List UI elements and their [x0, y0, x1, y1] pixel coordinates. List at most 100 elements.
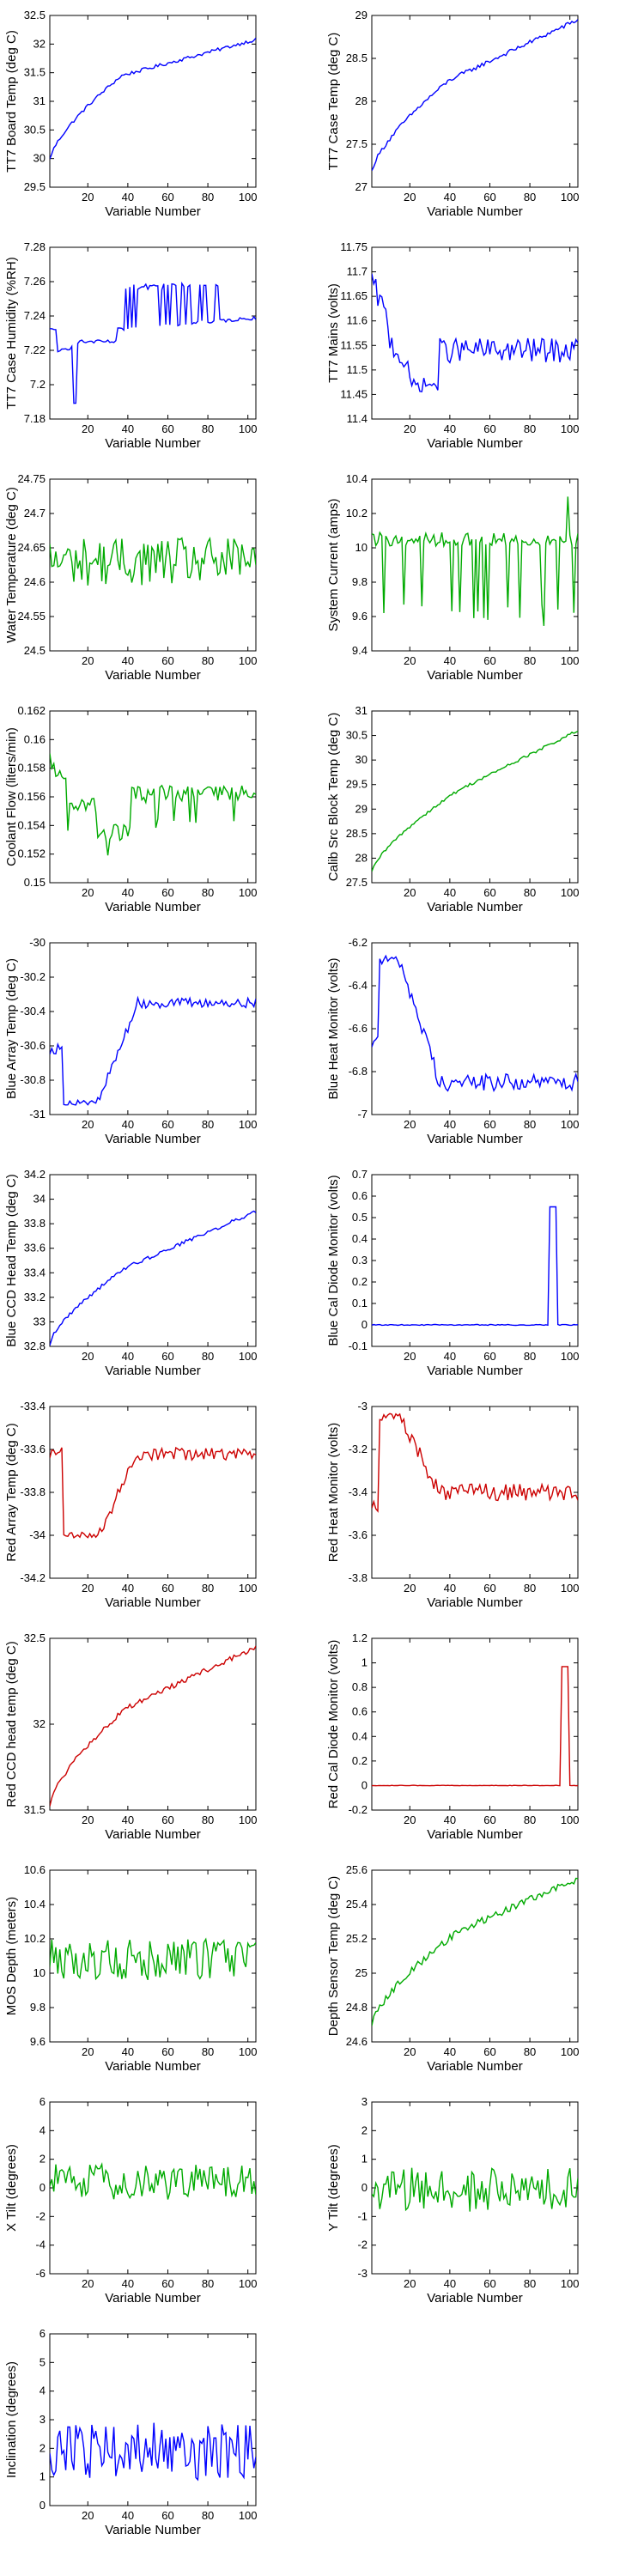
y-tick-label: 0	[361, 1318, 368, 1331]
x-tick-label: 80	[524, 191, 536, 204]
y-tick-label: 10	[355, 541, 368, 554]
y-tick-label: 31.5	[24, 66, 46, 79]
y-tick-label: 5	[39, 2355, 46, 2368]
x-tick-label: 20	[82, 1118, 94, 1131]
y-tick-label: 32.5	[24, 9, 46, 21]
x-tick-label: 80	[202, 1350, 214, 1363]
y-tick-label: 7.18	[24, 412, 46, 425]
y-axis-label: Red Array Temp (deg C)	[4, 1423, 19, 1561]
y-tick-label: -2	[357, 2239, 368, 2251]
x-tick-label: 40	[122, 1118, 134, 1131]
series-line	[50, 2162, 256, 2200]
chart-svg: 20 40 60 80 100 -0.1 0 0.1 0.2 0.3 0.4 0.5 0.6 0.7 Var…	[326, 1168, 580, 1378]
x-tick-label: 40	[122, 422, 134, 435]
x-axis-label: Variable Number	[105, 2523, 200, 2537]
y-axis-label: Blue Array Temp (deg C)	[4, 958, 19, 1099]
series-line	[372, 1666, 578, 1787]
x-tick-label: 20	[82, 2509, 94, 2522]
y-tick-label: 27.5	[346, 137, 368, 150]
y-tick-label: 9.6	[352, 610, 368, 623]
x-tick-label: 40	[444, 1582, 456, 1595]
chart-panel: 20 40 60 80 100 -31 -30.8 -30.6 -30.4 -30.2 -30 Var…	[0, 927, 322, 1159]
chart-svg: 20 40 60 80 100 -6 -4 -2 0 2 4 6 Variable Number X Ti…	[4, 2095, 258, 2306]
chart-svg: 20 40 60 80 100 11.4 11.45 11.5 11.55 11.6 11.65 11…	[326, 240, 580, 451]
y-tick-label: -33.8	[20, 1485, 46, 1498]
x-tick-label: 60	[161, 1814, 173, 1826]
series-line	[50, 753, 256, 856]
y-tick-label: 24.75	[17, 472, 46, 485]
y-tick-label: 1	[361, 1656, 368, 1669]
y-axis-label: Coolant Flow (liters/min)	[4, 727, 19, 866]
x-tick-label: 80	[524, 654, 536, 667]
x-tick-label: 40	[122, 191, 134, 204]
y-tick-label: 0.3	[352, 1254, 368, 1267]
x-tick-label: 80	[524, 1350, 536, 1363]
x-axis-label: Variable Number	[105, 1827, 200, 1842]
x-tick-label: 80	[202, 2277, 214, 2290]
plot-frame	[371, 1174, 579, 1347]
chart-svg: 20 40 60 80 100 0 1 2 3 4 5 6 Variable Number Inclina…	[4, 2327, 258, 2537]
x-tick-label: 80	[202, 1814, 214, 1826]
y-tick-label: -30.6	[20, 1039, 46, 1052]
x-tick-label: 40	[444, 2277, 456, 2290]
x-tick-label: 20	[404, 1118, 416, 1131]
y-tick-label: 33.2	[24, 1291, 46, 1303]
x-tick-label: 80	[524, 1814, 536, 1826]
y-tick-label: 3	[39, 2413, 46, 2426]
y-axis-label: Y Tilt (degrees)	[326, 2144, 341, 2231]
x-tick-label: 100	[239, 2509, 258, 2522]
x-axis-label: Variable Number	[105, 204, 200, 219]
x-axis-label: Variable Number	[105, 668, 200, 683]
y-tick-label: 9.6	[30, 2035, 46, 2048]
y-tick-label: -7	[357, 1108, 368, 1121]
x-tick-label: 100	[239, 886, 258, 899]
x-tick-label: 100	[239, 2045, 258, 2058]
y-tick-label: -3	[357, 2267, 368, 2280]
series-line	[372, 19, 578, 172]
y-tick-label: 0.154	[17, 818, 46, 831]
x-tick-label: 100	[239, 1814, 258, 1826]
x-tick-label: 60	[161, 191, 173, 204]
plot-frame	[371, 246, 579, 420]
x-tick-label: 20	[82, 1350, 94, 1363]
y-tick-label: -31	[29, 1108, 46, 1121]
y-tick-label: -3.4	[349, 1485, 368, 1498]
y-tick-label: 33	[33, 1315, 46, 1327]
y-tick-label: 0.7	[352, 1168, 368, 1181]
y-tick-label: 7.28	[24, 240, 46, 253]
x-tick-label: 100	[239, 422, 258, 435]
y-tick-label: 4	[39, 2385, 46, 2397]
chart-panel: 20 40 60 80 100 -0.2 0 0.2 0.4 0.6 0.8 1 1.2 Variable…	[322, 1623, 644, 1855]
y-tick-label: 0.2	[352, 1754, 368, 1767]
y-tick-label: 33.4	[24, 1266, 46, 1279]
x-tick-label: 80	[202, 654, 214, 667]
y-tick-label: 31.5	[24, 1803, 46, 1816]
x-tick-label: 40	[122, 2509, 134, 2522]
x-axis-label: Variable Number	[105, 2291, 200, 2306]
y-tick-label: -0.1	[349, 1340, 368, 1352]
x-tick-label: 100	[561, 1582, 580, 1595]
plot-frame	[371, 710, 579, 884]
x-tick-label: 100	[239, 2277, 258, 2290]
x-tick-label: 60	[161, 2509, 173, 2522]
y-tick-label: 11.5	[347, 363, 368, 376]
chart-svg: 20 40 60 80 100 9.4 9.6 9.8 10 10.2 10.4 Variable N…	[326, 472, 580, 683]
chart-panel: 20 40 60 80 100 29.5 30 30.5 31 31.5 32 32.5 Variabl…	[0, 0, 322, 232]
y-tick-label: 30	[33, 152, 46, 165]
x-tick-label: 100	[561, 654, 580, 667]
x-axis-label: Variable Number	[105, 436, 200, 451]
y-tick-label: 9.8	[30, 2001, 46, 2014]
series-line	[50, 1937, 256, 1981]
y-tick-label: 28.5	[346, 52, 368, 64]
x-axis-label: Variable Number	[105, 1364, 200, 1378]
x-axis-label: Variable Number	[427, 900, 522, 914]
y-tick-label: 0	[39, 2499, 46, 2512]
y-tick-label: 0.8	[352, 1680, 368, 1693]
plot-frame	[49, 1406, 257, 1579]
chart-svg: 20 40 60 80 100 27 27.5 28 28.5 29 Variable Number…	[326, 9, 580, 219]
chart-panel: 20 40 60 80 100 0.15 0.152 0.154 0.156 0.158 0.16 0…	[0, 696, 322, 927]
y-axis-label: TT7 Mains (volts)	[326, 283, 341, 383]
x-tick-label: 80	[202, 2045, 214, 2058]
y-tick-label: 10	[33, 1966, 46, 1979]
y-axis-label: Red Heat Monitor (volts)	[326, 1423, 341, 1563]
